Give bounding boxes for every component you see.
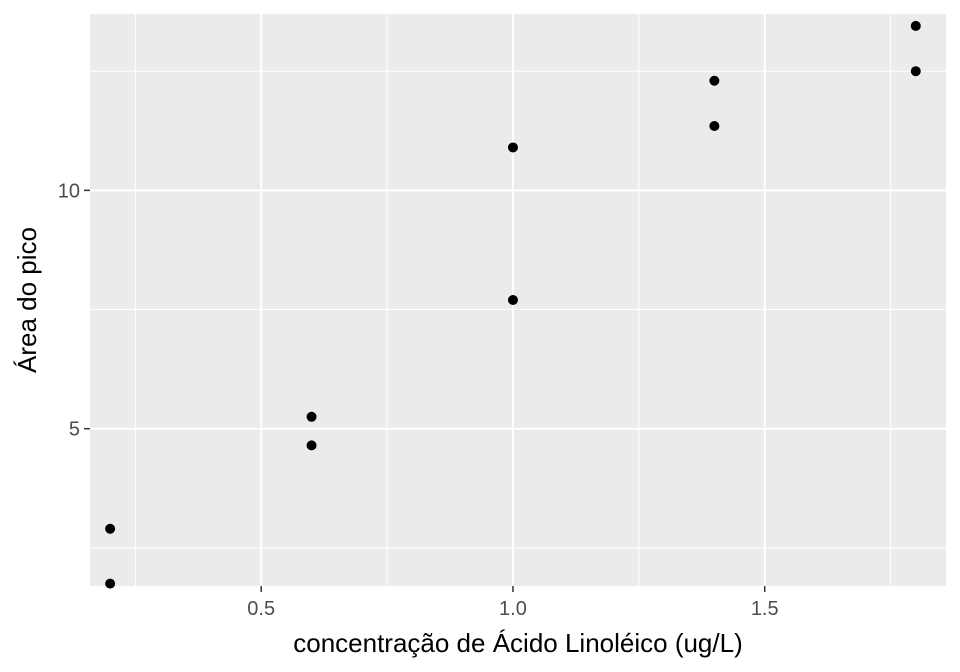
y-axis-title: Área do pico [12, 227, 42, 373]
x-tick-label: 0.5 [247, 598, 275, 620]
data-point [306, 440, 317, 451]
minor-gridlines [90, 14, 946, 586]
x-axis-ticks: 0.5 1.0 1.5 [247, 586, 779, 620]
data-point [105, 578, 116, 589]
data-point [910, 66, 921, 77]
data-point [910, 20, 921, 31]
data-point [709, 75, 720, 86]
data-points [105, 20, 921, 589]
y-tick-label: 10 [58, 180, 80, 202]
plot-panel [90, 14, 946, 586]
y-axis-ticks: 5 10 [58, 180, 90, 441]
data-point [507, 295, 518, 305]
data-point [306, 411, 317, 422]
x-axis-title: concentração de Ácido Linoléico (ug/L) [293, 628, 743, 658]
x-tick-label: 1.0 [499, 598, 527, 620]
data-point [709, 121, 720, 132]
y-tick-label: 5 [69, 419, 80, 441]
x-tick-label: 1.5 [751, 598, 779, 620]
data-point [105, 523, 116, 534]
data-point [507, 142, 518, 153]
